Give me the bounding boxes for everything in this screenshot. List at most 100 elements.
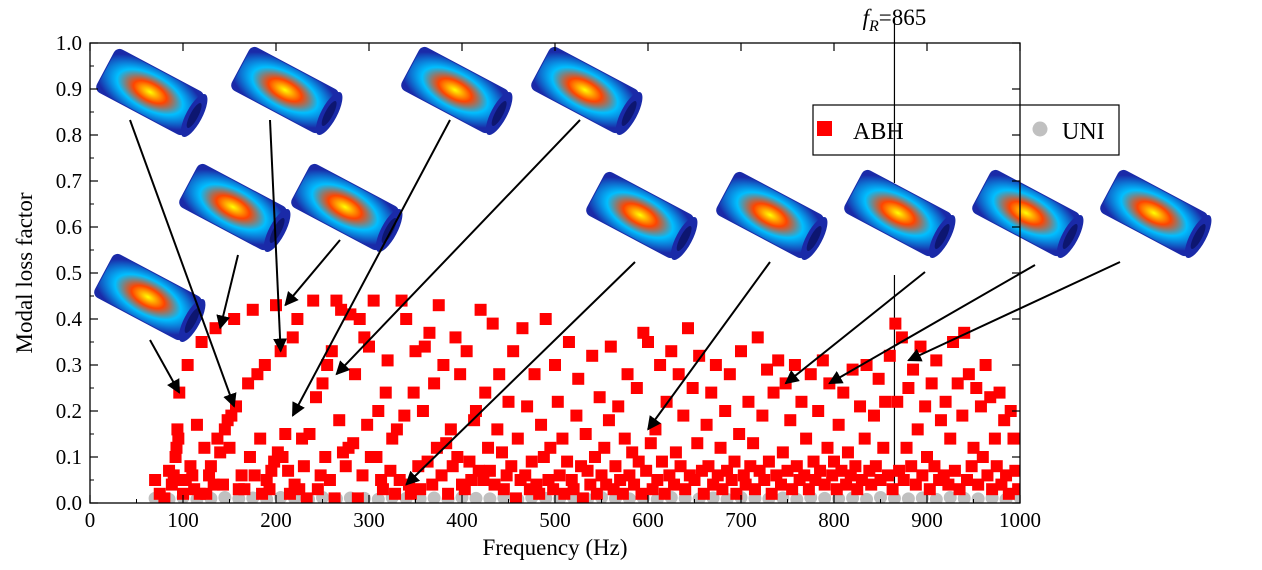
abh-point (784, 414, 797, 427)
abh-point (491, 423, 504, 436)
mode-shape-inset (844, 169, 956, 258)
abh-point (844, 469, 857, 482)
abh-point (511, 432, 524, 445)
abh-point (286, 331, 299, 344)
abh-point (316, 377, 329, 390)
abh-point (748, 483, 761, 496)
abh-point (951, 377, 964, 390)
abh-point (223, 441, 236, 454)
abh-point (386, 432, 399, 445)
inset-arrow (269, 119, 288, 353)
abh-point (798, 469, 811, 482)
abh-point (309, 391, 322, 404)
abh-point (218, 423, 231, 436)
abh-point (598, 441, 611, 454)
abh-point (776, 446, 789, 459)
abh-point (1002, 487, 1015, 500)
abh-point (640, 464, 653, 477)
abh-point (700, 418, 713, 431)
abh-point (404, 487, 417, 500)
y-tick-label: 0.3 (56, 353, 82, 377)
mode-shape-inset (179, 163, 291, 252)
mode-shape-inset (94, 253, 206, 342)
abh-point (493, 368, 506, 381)
abh-point (505, 460, 518, 473)
abh-point (867, 409, 880, 422)
abh-point (282, 464, 295, 477)
cylinder-bore (1062, 223, 1078, 249)
abh-point (228, 313, 241, 325)
inset-arrow (907, 261, 1121, 362)
abh-point (561, 455, 574, 468)
inset-arrow (149, 339, 181, 394)
abh-point (544, 441, 557, 454)
abh-point (353, 313, 366, 325)
cylinder-bore (184, 307, 200, 333)
abh-point (702, 460, 715, 473)
abh-point (854, 400, 867, 413)
abh-point (169, 451, 182, 463)
abh-point (495, 446, 508, 459)
abh-point (248, 469, 261, 482)
abh-point (293, 483, 306, 496)
abh-point (818, 478, 831, 491)
x-tick-label: 400 (446, 508, 478, 532)
abh-point (351, 492, 364, 503)
cylinder-bore (186, 102, 202, 128)
abh-point (437, 359, 450, 371)
abh-point (171, 423, 184, 436)
abh-point (609, 460, 622, 473)
abh-point (367, 294, 380, 307)
abh-point (165, 478, 178, 491)
abh-point (790, 460, 803, 473)
mode-shape-inset (972, 169, 1084, 258)
abh-point (774, 478, 787, 491)
abh-point (826, 469, 839, 482)
abh-point (744, 460, 757, 473)
abh-point (758, 474, 771, 486)
abh-point (939, 395, 952, 408)
abh-point (361, 418, 374, 431)
legend-box (812, 104, 1120, 156)
mode-shape-inset (401, 46, 513, 135)
abh-point (347, 437, 360, 450)
abh-point (711, 469, 724, 482)
x-tick-label: 0 (85, 508, 96, 532)
cylinder-bore (269, 217, 285, 243)
x-tick-label: 300 (353, 508, 385, 532)
abh-point (646, 483, 659, 496)
abh-point (407, 386, 420, 399)
inset-arrow (828, 264, 1036, 385)
abh-point (762, 455, 775, 468)
abh-point (621, 368, 634, 381)
abh-point (879, 395, 892, 408)
abh-point (928, 460, 941, 473)
abh-point (865, 478, 878, 491)
abh-point (668, 478, 681, 491)
uni-point (469, 491, 483, 503)
abh-point (930, 354, 943, 367)
abh-point (263, 483, 276, 496)
abh-point (889, 317, 902, 330)
abh-point (851, 483, 864, 496)
abh-point (730, 487, 743, 500)
uni-point (706, 491, 720, 503)
abh-point (911, 423, 924, 436)
abh-point (449, 331, 462, 344)
inset-arrow (216, 254, 239, 330)
abh-point (934, 414, 947, 427)
y-tick-label: 1.0 (56, 31, 82, 55)
abh-point (376, 483, 389, 496)
abh-point (547, 483, 560, 496)
abh-point (900, 441, 913, 454)
y-tick-label: 0.5 (56, 261, 82, 285)
abh-point (572, 372, 585, 385)
abh-point (886, 483, 899, 496)
uni-point (218, 490, 232, 503)
abh-point (728, 455, 741, 468)
abh-point (565, 474, 578, 486)
abh-point (821, 441, 834, 454)
abh-point (860, 359, 873, 371)
abh-point (258, 359, 271, 371)
